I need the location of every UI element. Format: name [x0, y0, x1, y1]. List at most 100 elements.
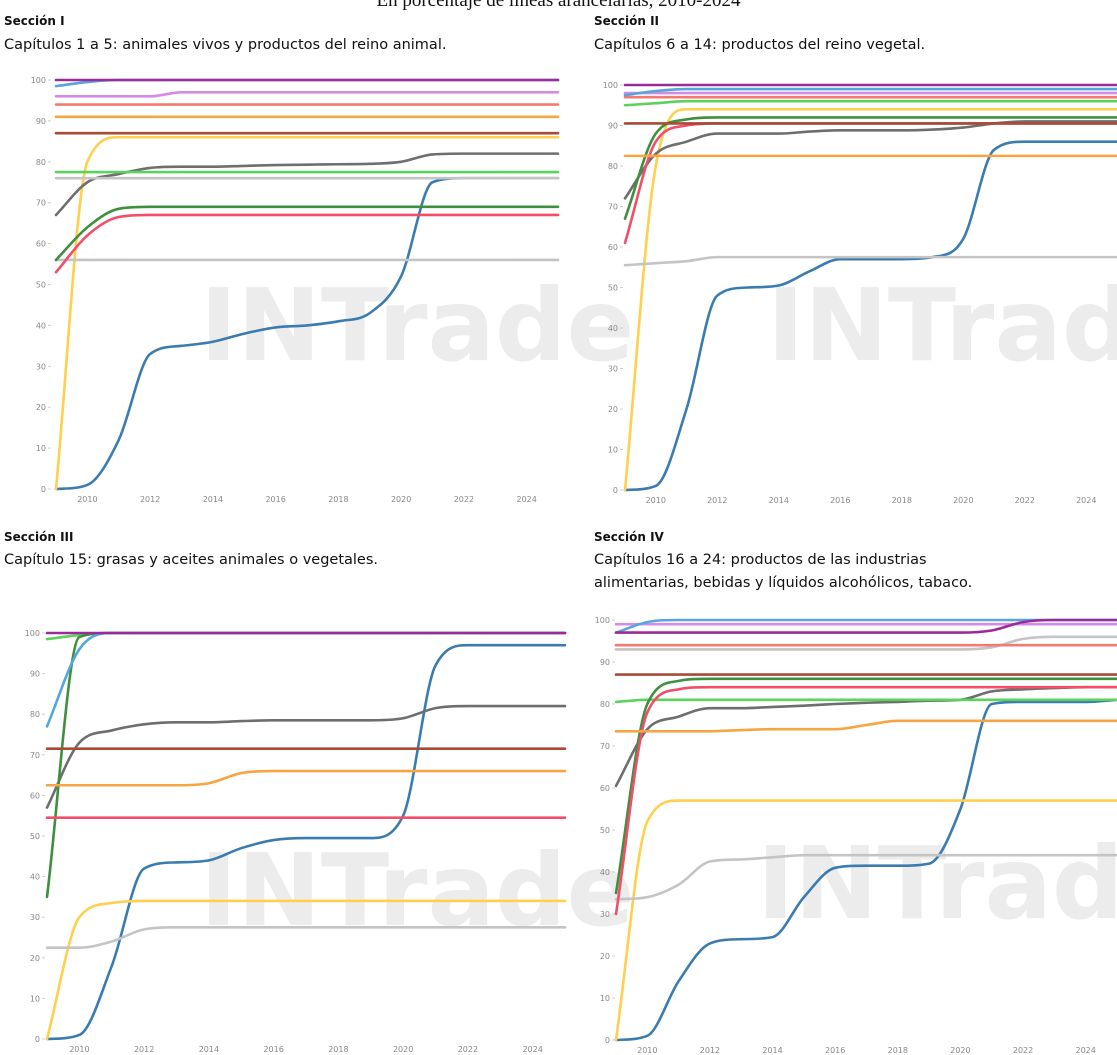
panel-seccion-2: Sección II Capítulos 6 a 14: productos d…	[592, 0, 1117, 505]
x-tick-label: 2018	[328, 495, 348, 504]
x-tick-label: 2012	[134, 1045, 154, 1054]
x-tick-label: 2022	[458, 1045, 478, 1054]
section-subtitle: Capítulos 16 a 24: productos de las indu…	[594, 552, 927, 568]
y-tick-label: 50	[608, 284, 618, 293]
x-tick-label: 2014	[769, 496, 789, 505]
x-tick-label: 2020	[953, 496, 973, 505]
x-tick-label: 2012	[707, 496, 727, 505]
series-line-gray	[623, 120, 1117, 200]
series-line-lightgray	[614, 853, 1117, 901]
y-tick-label: 90	[608, 122, 618, 131]
x-tick-label: 2020	[391, 495, 411, 504]
y-tick-label: 60	[30, 791, 40, 800]
section-title: Sección I	[4, 14, 65, 28]
y-tick-label: 70	[36, 199, 46, 208]
x-tick-label: 2018	[892, 496, 912, 505]
x-tick-label: 2010	[637, 1046, 657, 1055]
y-tick-label: 10	[30, 994, 40, 1003]
series-line-green	[614, 698, 1117, 704]
y-tick-label: 10	[600, 994, 610, 1003]
series-line-darkgreen	[614, 677, 1117, 895]
series-line-red	[614, 685, 1117, 916]
series-line-blue	[614, 698, 1117, 1042]
y-tick-label: 70	[600, 742, 610, 751]
series-line-gray	[45, 704, 567, 809]
watermark-text: INTrade	[757, 825, 1117, 942]
y-tick-label: 30	[600, 910, 610, 919]
series-line-gray	[614, 685, 1117, 788]
series-line-yellow	[614, 799, 1117, 1042]
series-line-lightblue	[614, 618, 1117, 634]
y-tick-label: 100	[25, 629, 40, 638]
y-tick-label: 30	[36, 362, 46, 371]
x-tick-label: 2020	[393, 1045, 413, 1054]
series-line-orange	[614, 719, 1117, 733]
series-line-lilac	[54, 90, 560, 98]
y-tick-label: 70	[608, 203, 618, 212]
y-tick-label: 0	[41, 485, 46, 494]
y-tick-label: 40	[30, 873, 40, 882]
x-tick-label: 2010	[646, 496, 666, 505]
y-tick-label: 40	[608, 324, 618, 333]
section-subtitle-line-2: alimentarias, bebidas y líquidos alcohól…	[594, 575, 973, 591]
section-subtitle: Capítulos 1 a 5: animales vivos y produc…	[4, 37, 447, 53]
series-line-darkgreen	[54, 205, 560, 262]
x-tick-label: 2010	[69, 1045, 89, 1054]
y-tick-label: 30	[30, 913, 40, 922]
section-title: Sección III	[4, 530, 74, 544]
y-tick-label: 80	[600, 700, 610, 709]
y-tick-label: 20	[608, 405, 618, 414]
series-line-lightgray	[623, 255, 1117, 267]
y-tick-label: 20	[30, 954, 40, 963]
panel-seccion-1: Sección I Capítulos 1 a 5: animales vivo…	[0, 0, 634, 504]
x-tick-label: 2022	[1013, 1046, 1033, 1055]
x-tick-label: 2016	[263, 1045, 283, 1054]
y-tick-label: 40	[600, 868, 610, 877]
y-tick-label: 60	[36, 240, 46, 249]
chart-seccion-2: INTrade 0 10 20 30 40 50 60 70 80 90 100 2010 2012 201…	[603, 81, 1117, 505]
y-tick-label: 90	[30, 670, 40, 679]
section-title: Sección IV	[594, 530, 664, 544]
series-line-gray	[54, 152, 560, 217]
y-tick-label: 90	[36, 117, 46, 126]
x-tick-label: 2024	[1076, 1046, 1096, 1055]
y-tick-label: 0	[35, 1035, 40, 1044]
x-tick-label: 2014	[762, 1046, 782, 1055]
series-line-blue	[623, 140, 1117, 492]
series-line-lightblue	[45, 631, 567, 728]
x-tick-label: 2012	[140, 495, 160, 504]
y-tick-label: 70	[30, 751, 40, 760]
x-tick-label: 2022	[454, 495, 474, 504]
series-line-yellow	[45, 899, 567, 1041]
series-line-yellow	[54, 135, 560, 491]
y-tick-label: 0	[605, 1036, 610, 1045]
y-tick-label: 0	[613, 486, 618, 495]
section-subtitle: Capítulo 15: grasas y aceites animales o…	[4, 552, 379, 568]
series-line-yellow	[623, 108, 1117, 492]
series-line-darkgreen	[623, 116, 1117, 220]
series-line-red	[54, 213, 560, 274]
x-tick-label: 2016	[830, 496, 850, 505]
series-line-orange	[45, 769, 567, 787]
watermark-text: INTrade	[200, 832, 634, 949]
y-tick-label: 100	[595, 616, 610, 625]
section-subtitle: Capítulos 6 a 14: productos del reino ve…	[594, 37, 926, 53]
page-title: En porcentaje de líneas arancelarias, 20…	[376, 0, 741, 11]
x-tick-label: 2016	[265, 495, 285, 504]
y-tick-label: 50	[30, 832, 40, 841]
x-tick-label: 2014	[203, 495, 223, 504]
y-tick-label: 60	[600, 784, 610, 793]
y-tick-label: 100	[603, 81, 618, 90]
x-tick-label: 2022	[1015, 496, 1035, 505]
series-line-purple	[614, 618, 1117, 634]
x-tick-label: 2020	[950, 1046, 970, 1055]
y-tick-label: 80	[608, 162, 618, 171]
watermark-text: INTrade	[767, 267, 1117, 384]
x-tick-label: 2014	[199, 1045, 219, 1054]
panel-seccion-3: Sección III Capítulo 15: grasas y aceite…	[0, 500, 634, 1055]
x-tick-label: 2018	[328, 1045, 348, 1054]
chart-seccion-4: INTrade 0 10 20 30 40 50 60 70 80 90 100 2010 2012 201…	[595, 616, 1117, 1055]
watermark-text: INTrade	[200, 267, 634, 384]
x-tick-label: 2010	[77, 495, 97, 504]
x-tick-label: 2016	[825, 1046, 845, 1055]
